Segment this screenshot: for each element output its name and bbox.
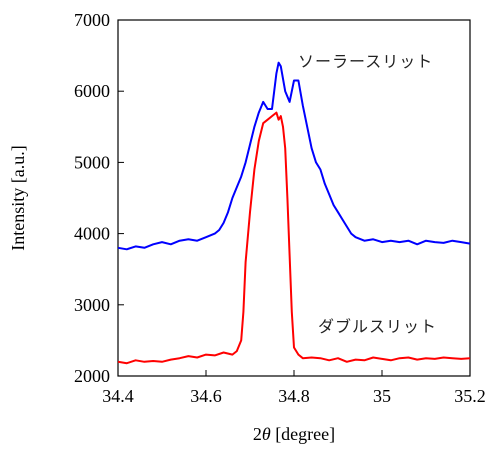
x-tick-label: 35 [373,386,391,406]
y-tick-label: 3000 [74,295,110,315]
y-tick-label: 2000 [74,366,110,386]
x-tick-label: 35.2 [454,386,486,406]
series-label-double-slit: ダブルスリット [318,317,437,336]
y-axis-title: Intensity [a.u.] [8,145,28,250]
y-tick-label: 5000 [74,152,110,172]
x-tick-label: 34.8 [278,386,310,406]
y-tick-label: 7000 [74,10,110,30]
y-tick-label: 6000 [74,81,110,101]
y-tick-label: 4000 [74,224,110,244]
x-axis-title: 2θ [degree] [253,424,335,444]
axis-ticks: 34.4 34.6 34.8 35 35.2 2000 3000 4000 5000 6000 70… [74,10,486,406]
series-line-double-slit [117,111,471,365]
x-tick-label: 34.6 [190,386,222,406]
series-label-solar-slit: ソーラースリット [298,52,433,71]
x-tick-label: 34.4 [102,386,134,406]
series-line-solar-slit [117,61,471,251]
series-layer [117,61,471,365]
